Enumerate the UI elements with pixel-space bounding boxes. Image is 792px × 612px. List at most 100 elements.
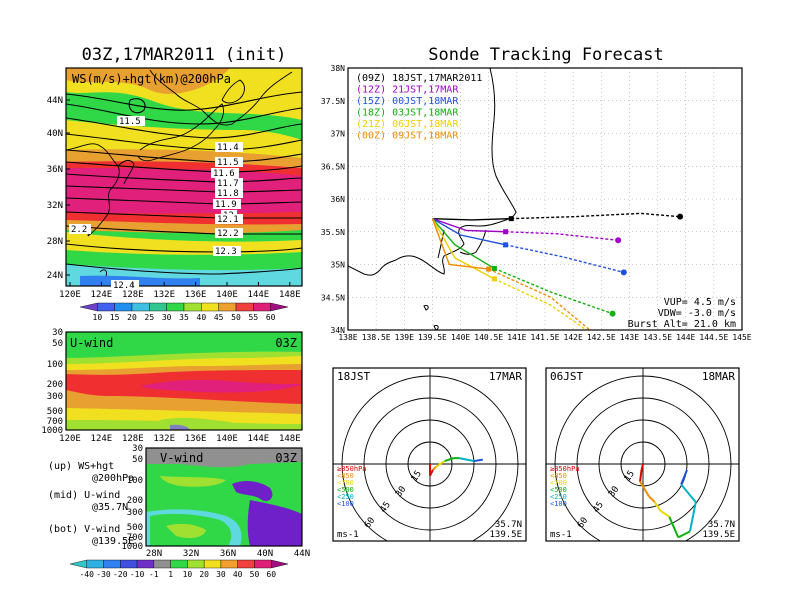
hodograph-level-key: <700 xyxy=(550,479,567,487)
track-title: Sonde Tracking Forecast xyxy=(428,45,663,65)
colorbar-swatch xyxy=(120,559,138,569)
track-lon-tick-label: 139E xyxy=(395,333,414,342)
track-lon-tick-label: 142.5E xyxy=(587,333,616,342)
colorbar-label: -40 xyxy=(80,570,95,579)
legend-line-5: (bot) V-wind xyxy=(48,524,120,535)
colorbar-swatch xyxy=(136,559,155,569)
track-lon-tick-label: 142E xyxy=(564,333,583,342)
colorbar-swatch xyxy=(153,559,171,569)
colorbar-swatch xyxy=(69,559,87,569)
u-lon-tick-label: 120E xyxy=(59,434,81,444)
map-lat-tick-label: 40N xyxy=(47,129,63,139)
hodograph-segment xyxy=(459,457,475,463)
contour-label-bg xyxy=(215,178,243,188)
colorbar-swatch xyxy=(201,302,219,312)
legend-line-6: @139.5E xyxy=(92,536,134,547)
track-landing-marker xyxy=(620,269,627,276)
colorbar-swatch xyxy=(97,302,115,312)
track-line-solid xyxy=(432,217,512,221)
contour-label-bg xyxy=(215,142,243,152)
hodograph-segment xyxy=(660,510,670,518)
contour-label: 2.2 xyxy=(71,225,87,235)
u-wind-section xyxy=(66,332,302,430)
colorbar-swatch xyxy=(271,559,289,569)
v-pressure-tick-label: 1000 xyxy=(121,542,143,552)
track-landing-marker xyxy=(615,237,622,244)
track-burst-marker xyxy=(486,266,492,272)
v-wind-section xyxy=(146,448,302,546)
track-lon-tick-label: 145E xyxy=(732,333,751,342)
track-line-solid xyxy=(431,218,495,270)
colorbar-swatch xyxy=(254,559,272,569)
launch-params: VUP= 4.5 m/s VDW= -3.0 m/s Burst Alt= 21… xyxy=(628,297,736,330)
contour-label-bg xyxy=(213,246,241,256)
track-line-solid xyxy=(432,217,506,233)
hodograph-segment xyxy=(653,501,662,512)
hodograph-units: ms-1 xyxy=(550,530,572,540)
colorbar-label: -20 xyxy=(113,570,128,579)
hodograph-units: ms-1 xyxy=(337,530,359,540)
v-lat-tick-label: 40N xyxy=(257,549,273,559)
track-legend-entry: (21Z) 06JST,18MAR xyxy=(356,119,459,130)
colorbar-label: 15 xyxy=(110,313,120,322)
track-burst-marker xyxy=(503,242,509,248)
track-lon-tick-label: 138E xyxy=(338,333,357,342)
contour-label-bg xyxy=(111,280,139,290)
v-wind-lat-ticks: 28N 32N 36N 40N 44N xyxy=(146,549,310,559)
contour-label: 11.5 xyxy=(119,117,141,127)
track-lat-tick-label: 36N xyxy=(331,195,346,204)
u-wind-lon-ticks: 120E 124E 128E 132E 136E 140E 144E 148E xyxy=(59,434,300,444)
contour-label: 12.1 xyxy=(217,215,239,225)
track-lon-tick-label: 140.5E xyxy=(474,333,503,342)
track-lat-tick-label: 37.5N xyxy=(321,97,345,106)
map-lat-tick-label: 44N xyxy=(47,96,63,106)
track-grid xyxy=(348,68,742,330)
hodograph-lon: 139.5E xyxy=(489,530,522,540)
u-lon-tick-label: 144E xyxy=(248,434,270,444)
u-pressure-tick-label: 50 xyxy=(52,339,63,349)
track-landing-marker xyxy=(677,213,684,220)
track-lon-tick-label: 143E xyxy=(620,333,639,342)
v-wind-colorbar: -40 -30 -20 -10 -1 1 10 20 30 40 50 60 xyxy=(69,559,289,579)
u-pressure-tick-label: 1000 xyxy=(41,426,63,436)
hodograph-segment xyxy=(640,463,644,471)
track-burst-marker xyxy=(508,216,514,222)
colorbar-label: 50 xyxy=(231,313,241,322)
hodograph-segment xyxy=(648,495,656,503)
hodograph-segment xyxy=(473,458,483,463)
v-pressure-tick-label: 700 xyxy=(127,533,143,543)
u-pressure-tick-label: 200 xyxy=(47,380,63,390)
contour-label-bg xyxy=(69,224,91,234)
track-lat-tick-label: 38N xyxy=(331,64,346,73)
map-lon-tick-label: 144E xyxy=(248,290,270,300)
map-lon-tick-label: 128E xyxy=(122,290,144,300)
contour-label: 11.5 xyxy=(217,158,239,168)
hodograph-level-key: <100 xyxy=(337,500,354,508)
hodograph-level-key: <500 xyxy=(550,486,567,494)
hodograph-segment xyxy=(435,460,446,468)
hodograph-segment xyxy=(429,469,434,477)
colorbar-swatch xyxy=(235,302,254,312)
hodograph-segment xyxy=(639,469,643,482)
colorbar-swatch xyxy=(166,302,185,312)
track-legend-entry: (09Z) 18JST,17MAR2011 xyxy=(356,73,482,84)
map-lat-tick-label: 36N xyxy=(47,165,63,175)
track-line-solid xyxy=(432,218,506,246)
colorbar-label: -1 xyxy=(149,570,159,579)
track-lat-tick-label: 34N xyxy=(331,326,346,335)
map-lat-tick-label: 32N xyxy=(47,201,63,211)
map-lat-tick-label: 28N xyxy=(47,237,63,247)
colorbar-swatch xyxy=(114,302,133,312)
v-lat-tick-label: 32N xyxy=(183,549,199,559)
track-lon-tick-label: 141E xyxy=(507,333,526,342)
track-lat-tick-label: 34.5N xyxy=(321,293,345,302)
hodograph-segment xyxy=(639,481,650,497)
track-legend-entry: (15Z) 00JST,18MAR xyxy=(356,96,459,107)
map-frame xyxy=(65,67,303,287)
hodograph-segment xyxy=(444,457,454,463)
hodograph-level-key: <250 xyxy=(550,493,567,501)
track-line-dashed xyxy=(505,244,624,274)
colorbar-label: 10 xyxy=(93,313,103,322)
hodograph-level-key: <850 xyxy=(337,472,354,480)
